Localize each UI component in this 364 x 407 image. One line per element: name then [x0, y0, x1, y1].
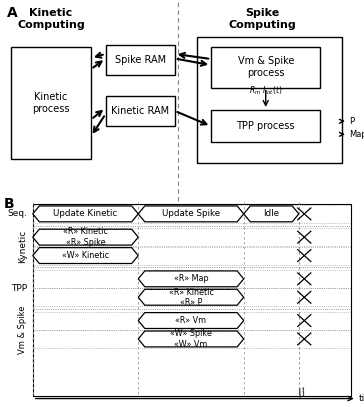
Bar [106, 45, 175, 75]
Bar [11, 47, 91, 159]
Polygon shape [138, 331, 244, 347]
Text: $R_m\ I_{tot}(t)$: $R_m\ I_{tot}(t)$ [249, 84, 282, 97]
Text: Vm & Spike
process: Vm & Spike process [238, 56, 294, 78]
Text: Kynetic: Kynetic [18, 230, 27, 263]
Text: Spike RAM: Spike RAM [115, 55, 166, 65]
Polygon shape [33, 229, 138, 245]
Text: Update Kinetic: Update Kinetic [54, 209, 118, 219]
Text: B: B [4, 197, 14, 212]
Text: Kinetic
Computing: Kinetic Computing [17, 8, 85, 30]
Bar [211, 110, 320, 142]
Text: «R» Kinetic
«R» P: «R» Kinetic «R» P [169, 288, 213, 307]
Bar [197, 37, 342, 163]
Text: A: A [7, 6, 18, 20]
Text: «R» Map: «R» Map [174, 274, 208, 283]
Text: TPP process: TPP process [237, 121, 295, 131]
Text: Update Spike: Update Spike [162, 209, 220, 219]
Polygon shape [138, 289, 244, 305]
Bar [106, 96, 175, 126]
Text: «W» Kinetic: «W» Kinetic [62, 251, 109, 260]
Polygon shape [33, 247, 138, 263]
Text: time: time [359, 394, 364, 403]
Text: Vm & Spike: Vm & Spike [18, 306, 27, 354]
Bar [33, 204, 351, 396]
Text: «R» Vm: «R» Vm [175, 316, 206, 325]
Polygon shape [244, 206, 299, 222]
Polygon shape [138, 313, 244, 328]
Text: Mapping: Mapping [349, 130, 364, 139]
Polygon shape [138, 271, 244, 287]
Text: Spike
Computing: Spike Computing [228, 8, 296, 30]
Text: Kinetic
process: Kinetic process [32, 92, 70, 114]
Text: Idle: Idle [263, 209, 279, 219]
Text: P: P [349, 117, 355, 126]
Text: TPP: TPP [11, 284, 27, 293]
Polygon shape [33, 206, 138, 222]
Text: Seq.: Seq. [7, 209, 27, 219]
Text: //: // [297, 387, 308, 399]
Bar [211, 47, 320, 88]
Text: «W» Spike
«W» Vm: «W» Spike «W» Vm [170, 329, 212, 349]
Text: Kinetic RAM: Kinetic RAM [111, 106, 169, 116]
Polygon shape [138, 206, 244, 222]
Text: «R» Kinetic
«R» Spike: «R» Kinetic «R» Spike [63, 228, 108, 247]
